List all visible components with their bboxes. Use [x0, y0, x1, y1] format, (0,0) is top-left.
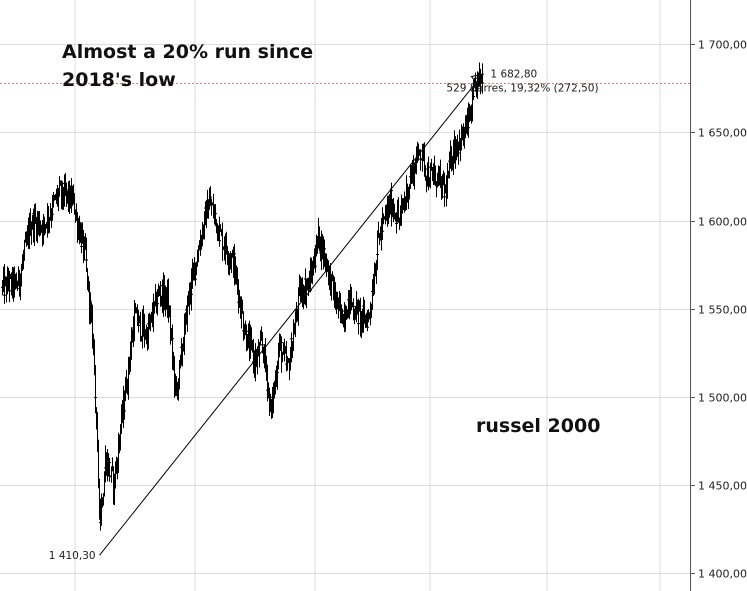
y-tick-label: 1 700,00: [698, 39, 747, 52]
grid-lines: [0, 0, 690, 591]
y-tick-label: 1 550,00: [698, 304, 747, 317]
ohlc-bar: [419, 153, 422, 171]
y-tick-label: 1 650,00: [698, 127, 747, 140]
y-tick-label: 1 400,00: [698, 568, 747, 581]
trendline-stats-label: 529 Barres, 19,32% (272,50): [446, 82, 598, 94]
y-tick-label: 1 600,00: [698, 216, 747, 229]
chart-title-line-2: 2018's low: [62, 69, 176, 91]
y-tick-label: 1 450,00: [698, 480, 747, 493]
trend-line: [99, 74, 483, 556]
y-tick-label: 1 500,00: [698, 392, 747, 405]
trendline-start-label: 1 410,30: [49, 550, 96, 562]
y-axis-ticks: 1 400,00 1 450,00 1 500,00 1 550,00 1 600,00…: [690, 39, 747, 581]
series-label: russel 2000: [476, 415, 600, 437]
ohlc-bar: [221, 222, 224, 261]
price-series: [1, 62, 484, 531]
chart-title-line-1: Almost a 20% run since: [62, 41, 313, 63]
trendline-end-label: 1 682,80: [490, 68, 537, 80]
trendline-arrowhead: [470, 73, 484, 87]
